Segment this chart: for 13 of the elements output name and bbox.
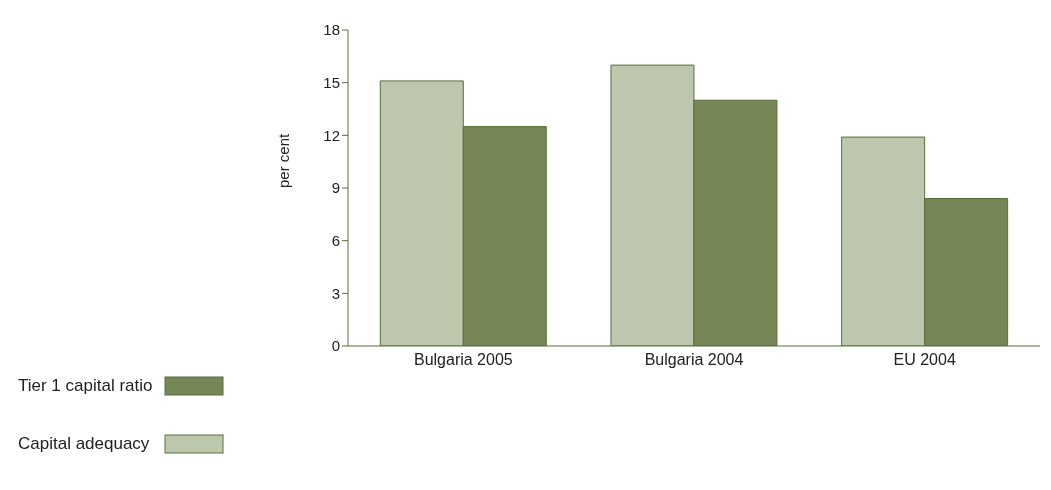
- y-tick-label: 12: [323, 126, 340, 144]
- legend-label: Capital adequacy: [18, 434, 151, 454]
- y-tick-label: 0: [331, 337, 340, 355]
- x-tick-label: Bulgaria 2005: [413, 351, 513, 369]
- y-tick-label: 9: [331, 179, 340, 197]
- y-tick-label: 3: [331, 284, 340, 302]
- y-tick-label: 15: [323, 73, 340, 91]
- y-tick-label: 6: [331, 231, 340, 249]
- y-axis-title: per cent: [275, 132, 293, 188]
- x-tick-label: EU 2004: [893, 351, 956, 369]
- legend-label: Tier 1 capital ratio: [18, 376, 154, 396]
- x-tick-label: Bulgaria 2004: [644, 351, 744, 369]
- y-tick-label: 18: [323, 21, 340, 39]
